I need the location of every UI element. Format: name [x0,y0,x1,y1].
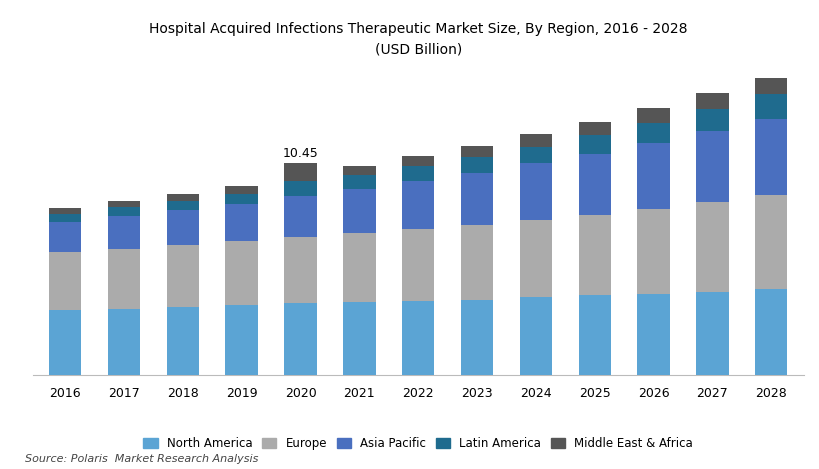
Bar [636,108,669,122]
Bar [284,181,316,197]
Bar [401,181,434,229]
Bar [284,163,316,181]
Bar [695,108,728,131]
Bar [754,78,786,94]
Bar [695,202,728,292]
Bar [343,175,375,189]
Bar [107,249,140,309]
Bar [519,163,551,220]
Bar [578,215,610,295]
Bar [460,300,492,375]
Bar [460,173,492,226]
Bar [636,209,669,294]
Text: Source: Polaris  Market Research Analysis: Source: Polaris Market Research Analysis [25,454,258,464]
Bar [343,303,375,375]
Bar [166,307,199,375]
Bar [343,189,375,234]
Bar [695,93,728,108]
Bar [166,211,199,245]
Bar [754,119,786,195]
Bar [578,154,610,215]
Title: Hospital Acquired Infections Therapeutic Market Size, By Region, 2016 - 2028
(US: Hospital Acquired Infections Therapeutic… [149,22,686,57]
Bar [460,226,492,300]
Bar [695,292,728,375]
Bar [460,157,492,173]
Bar [166,194,199,201]
Bar [519,134,551,146]
Bar [578,122,610,136]
Bar [49,310,81,375]
Bar [754,94,786,119]
Bar [49,252,81,310]
Bar [754,289,786,375]
Bar [401,156,434,166]
Bar [578,295,610,375]
Bar [107,216,140,249]
Bar [284,237,316,303]
Bar [636,143,669,209]
Bar [284,197,316,237]
Bar [49,214,81,222]
Bar [284,303,316,375]
Bar [49,222,81,252]
Legend: North America, Europe, Asia Pacific, Latin America, Middle East & Africa: North America, Europe, Asia Pacific, Lat… [138,432,697,454]
Bar [225,241,257,305]
Bar [636,122,669,143]
Bar [225,305,257,375]
Bar [519,297,551,375]
Text: 10.45: 10.45 [283,147,318,160]
Bar [343,166,375,175]
Bar [49,207,81,213]
Bar [225,186,257,194]
Bar [401,301,434,375]
Bar [519,220,551,297]
Bar [695,131,728,202]
Bar [107,201,140,207]
Bar [166,245,199,307]
Bar [519,146,551,163]
Bar [401,166,434,181]
Bar [754,195,786,289]
Bar [166,201,199,211]
Bar [636,294,669,375]
Bar [107,207,140,216]
Bar [460,146,492,157]
Bar [578,136,610,154]
Bar [225,204,257,241]
Bar [343,234,375,303]
Bar [107,309,140,375]
Bar [401,229,434,301]
Bar [225,194,257,204]
